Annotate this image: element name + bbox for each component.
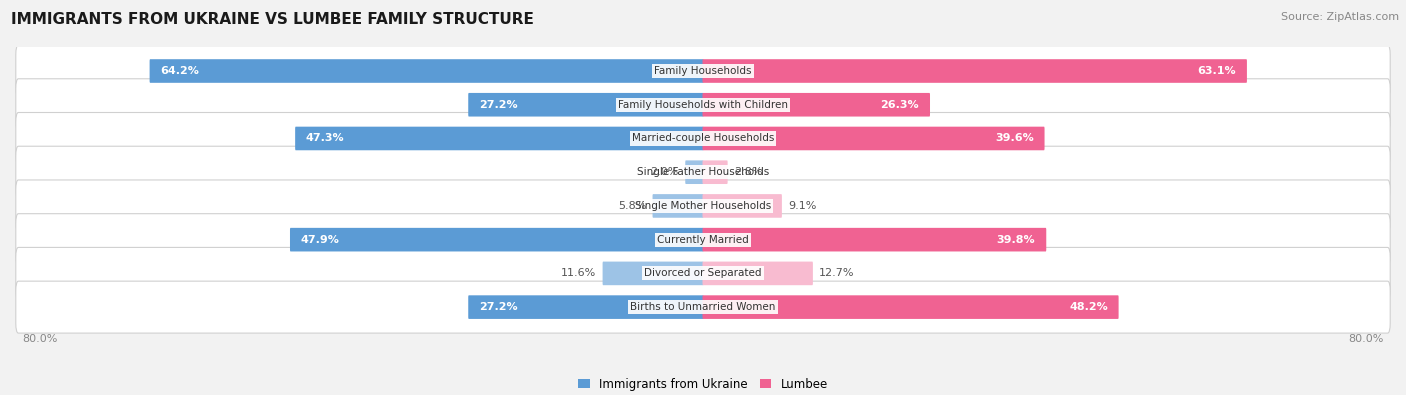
FancyBboxPatch shape — [703, 295, 1119, 319]
FancyBboxPatch shape — [703, 194, 782, 218]
Text: 63.1%: 63.1% — [1198, 66, 1236, 76]
Text: Currently Married: Currently Married — [657, 235, 749, 245]
FancyBboxPatch shape — [295, 127, 703, 150]
Text: 47.3%: 47.3% — [307, 134, 344, 143]
Text: 39.8%: 39.8% — [997, 235, 1035, 245]
FancyBboxPatch shape — [468, 295, 703, 319]
Text: 48.2%: 48.2% — [1069, 302, 1108, 312]
FancyBboxPatch shape — [603, 261, 703, 285]
FancyBboxPatch shape — [703, 59, 1247, 83]
Legend: Immigrants from Ukraine, Lumbee: Immigrants from Ukraine, Lumbee — [574, 373, 832, 395]
FancyBboxPatch shape — [703, 93, 929, 117]
Text: Married-couple Households: Married-couple Households — [631, 134, 775, 143]
Text: Births to Unmarried Women: Births to Unmarried Women — [630, 302, 776, 312]
Text: 47.9%: 47.9% — [301, 235, 340, 245]
FancyBboxPatch shape — [15, 45, 1391, 97]
FancyBboxPatch shape — [703, 160, 728, 184]
Text: 80.0%: 80.0% — [22, 334, 58, 344]
Text: 12.7%: 12.7% — [820, 268, 855, 278]
FancyBboxPatch shape — [15, 146, 1391, 198]
Text: Divorced or Separated: Divorced or Separated — [644, 268, 762, 278]
FancyBboxPatch shape — [703, 261, 813, 285]
Text: IMMIGRANTS FROM UKRAINE VS LUMBEE FAMILY STRUCTURE: IMMIGRANTS FROM UKRAINE VS LUMBEE FAMILY… — [11, 12, 534, 27]
Text: 27.2%: 27.2% — [479, 302, 517, 312]
Text: 64.2%: 64.2% — [160, 66, 200, 76]
Text: 39.6%: 39.6% — [995, 134, 1033, 143]
FancyBboxPatch shape — [652, 194, 703, 218]
FancyBboxPatch shape — [15, 247, 1391, 299]
FancyBboxPatch shape — [15, 113, 1391, 164]
Text: 11.6%: 11.6% — [561, 268, 596, 278]
Text: Source: ZipAtlas.com: Source: ZipAtlas.com — [1281, 12, 1399, 22]
Text: 9.1%: 9.1% — [789, 201, 817, 211]
Text: 26.3%: 26.3% — [880, 100, 920, 110]
Text: 5.8%: 5.8% — [617, 201, 647, 211]
Text: 2.8%: 2.8% — [734, 167, 762, 177]
FancyBboxPatch shape — [15, 79, 1391, 131]
Text: Family Households: Family Households — [654, 66, 752, 76]
FancyBboxPatch shape — [685, 160, 703, 184]
Text: Single Mother Households: Single Mother Households — [636, 201, 770, 211]
Text: Single Father Households: Single Father Households — [637, 167, 769, 177]
FancyBboxPatch shape — [703, 127, 1045, 150]
FancyBboxPatch shape — [15, 281, 1391, 333]
FancyBboxPatch shape — [15, 180, 1391, 232]
FancyBboxPatch shape — [15, 214, 1391, 265]
FancyBboxPatch shape — [468, 93, 703, 117]
Text: 80.0%: 80.0% — [1348, 334, 1384, 344]
Text: 2.0%: 2.0% — [651, 167, 679, 177]
Text: 27.2%: 27.2% — [479, 100, 517, 110]
Text: Family Households with Children: Family Households with Children — [619, 100, 787, 110]
FancyBboxPatch shape — [149, 59, 703, 83]
FancyBboxPatch shape — [703, 228, 1046, 252]
FancyBboxPatch shape — [290, 228, 703, 252]
